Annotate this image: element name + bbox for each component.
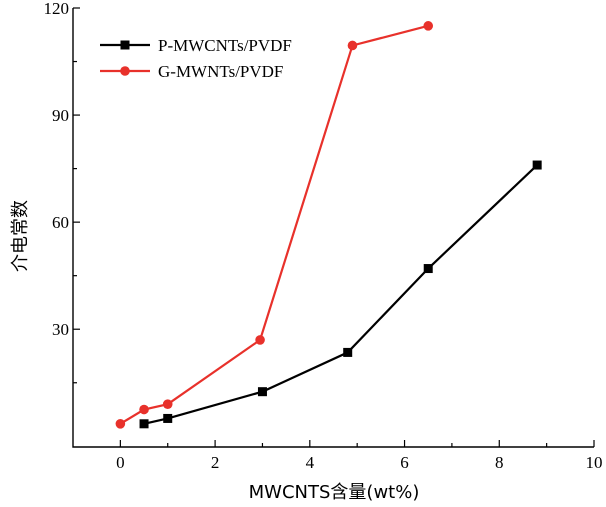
data-point <box>139 419 149 429</box>
legend-item: G-MWNTs/PVDF <box>100 62 283 81</box>
data-point <box>115 419 126 429</box>
legend-item: P-MWCNTs/PVDF <box>100 36 292 55</box>
y-tick-label: 60 <box>52 213 69 232</box>
data-point <box>257 387 267 397</box>
series-layer <box>115 21 542 429</box>
legend-label: G-MWNTs/PVDF <box>158 62 283 81</box>
legend-label: P-MWCNTs/PVDF <box>158 36 292 55</box>
x-tick-label: 10 <box>586 453 603 472</box>
legend-marker <box>120 66 130 76</box>
y-tick-label: 30 <box>52 320 69 339</box>
data-point <box>423 21 434 31</box>
series-line <box>119 24 429 425</box>
legend: P-MWCNTs/PVDF G-MWNTs/PVDF <box>100 36 292 81</box>
series-g-mwnts-pvdf <box>115 21 434 429</box>
plot-area: 0 2 4 6 8 10 30 60 90 120 <box>44 0 603 472</box>
data-point <box>347 40 358 51</box>
x-tick-label: 0 <box>116 453 125 472</box>
x-tick-label: 6 <box>400 453 409 472</box>
x-tick-label: 2 <box>211 453 220 472</box>
series-p-mwcnts-pvdf <box>139 160 542 429</box>
x-axis-title: MWCNTS含量(wt%) <box>249 482 420 503</box>
data-point <box>255 335 265 345</box>
y-axis: 30 60 90 120 <box>44 0 80 384</box>
data-point <box>162 399 173 409</box>
data-point <box>343 347 353 357</box>
data-point <box>532 160 542 170</box>
y-tick-label: 90 <box>52 106 69 125</box>
data-point <box>163 413 173 423</box>
series-line <box>143 164 538 425</box>
axes-frame <box>72 8 594 448</box>
legend-marker <box>120 40 130 50</box>
y-tick-label: 120 <box>44 0 70 18</box>
x-tick-label: 8 <box>495 453 504 472</box>
data-point <box>139 404 149 415</box>
y-axis-title: 介电常数 <box>10 200 31 272</box>
x-axis: 0 2 4 6 8 10 <box>116 440 603 472</box>
x-tick-label: 4 <box>306 453 315 472</box>
data-point <box>423 264 433 274</box>
